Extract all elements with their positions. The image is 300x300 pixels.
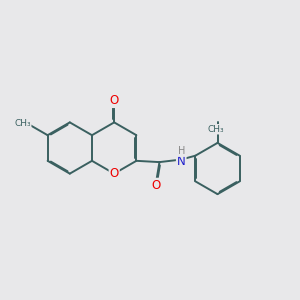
Text: CH₃: CH₃ <box>207 125 224 134</box>
Text: O: O <box>110 167 119 180</box>
Text: O: O <box>110 94 119 107</box>
Text: N: N <box>177 155 186 168</box>
Text: CH₃: CH₃ <box>14 119 31 128</box>
Text: O: O <box>151 179 160 192</box>
Text: H: H <box>178 146 185 156</box>
